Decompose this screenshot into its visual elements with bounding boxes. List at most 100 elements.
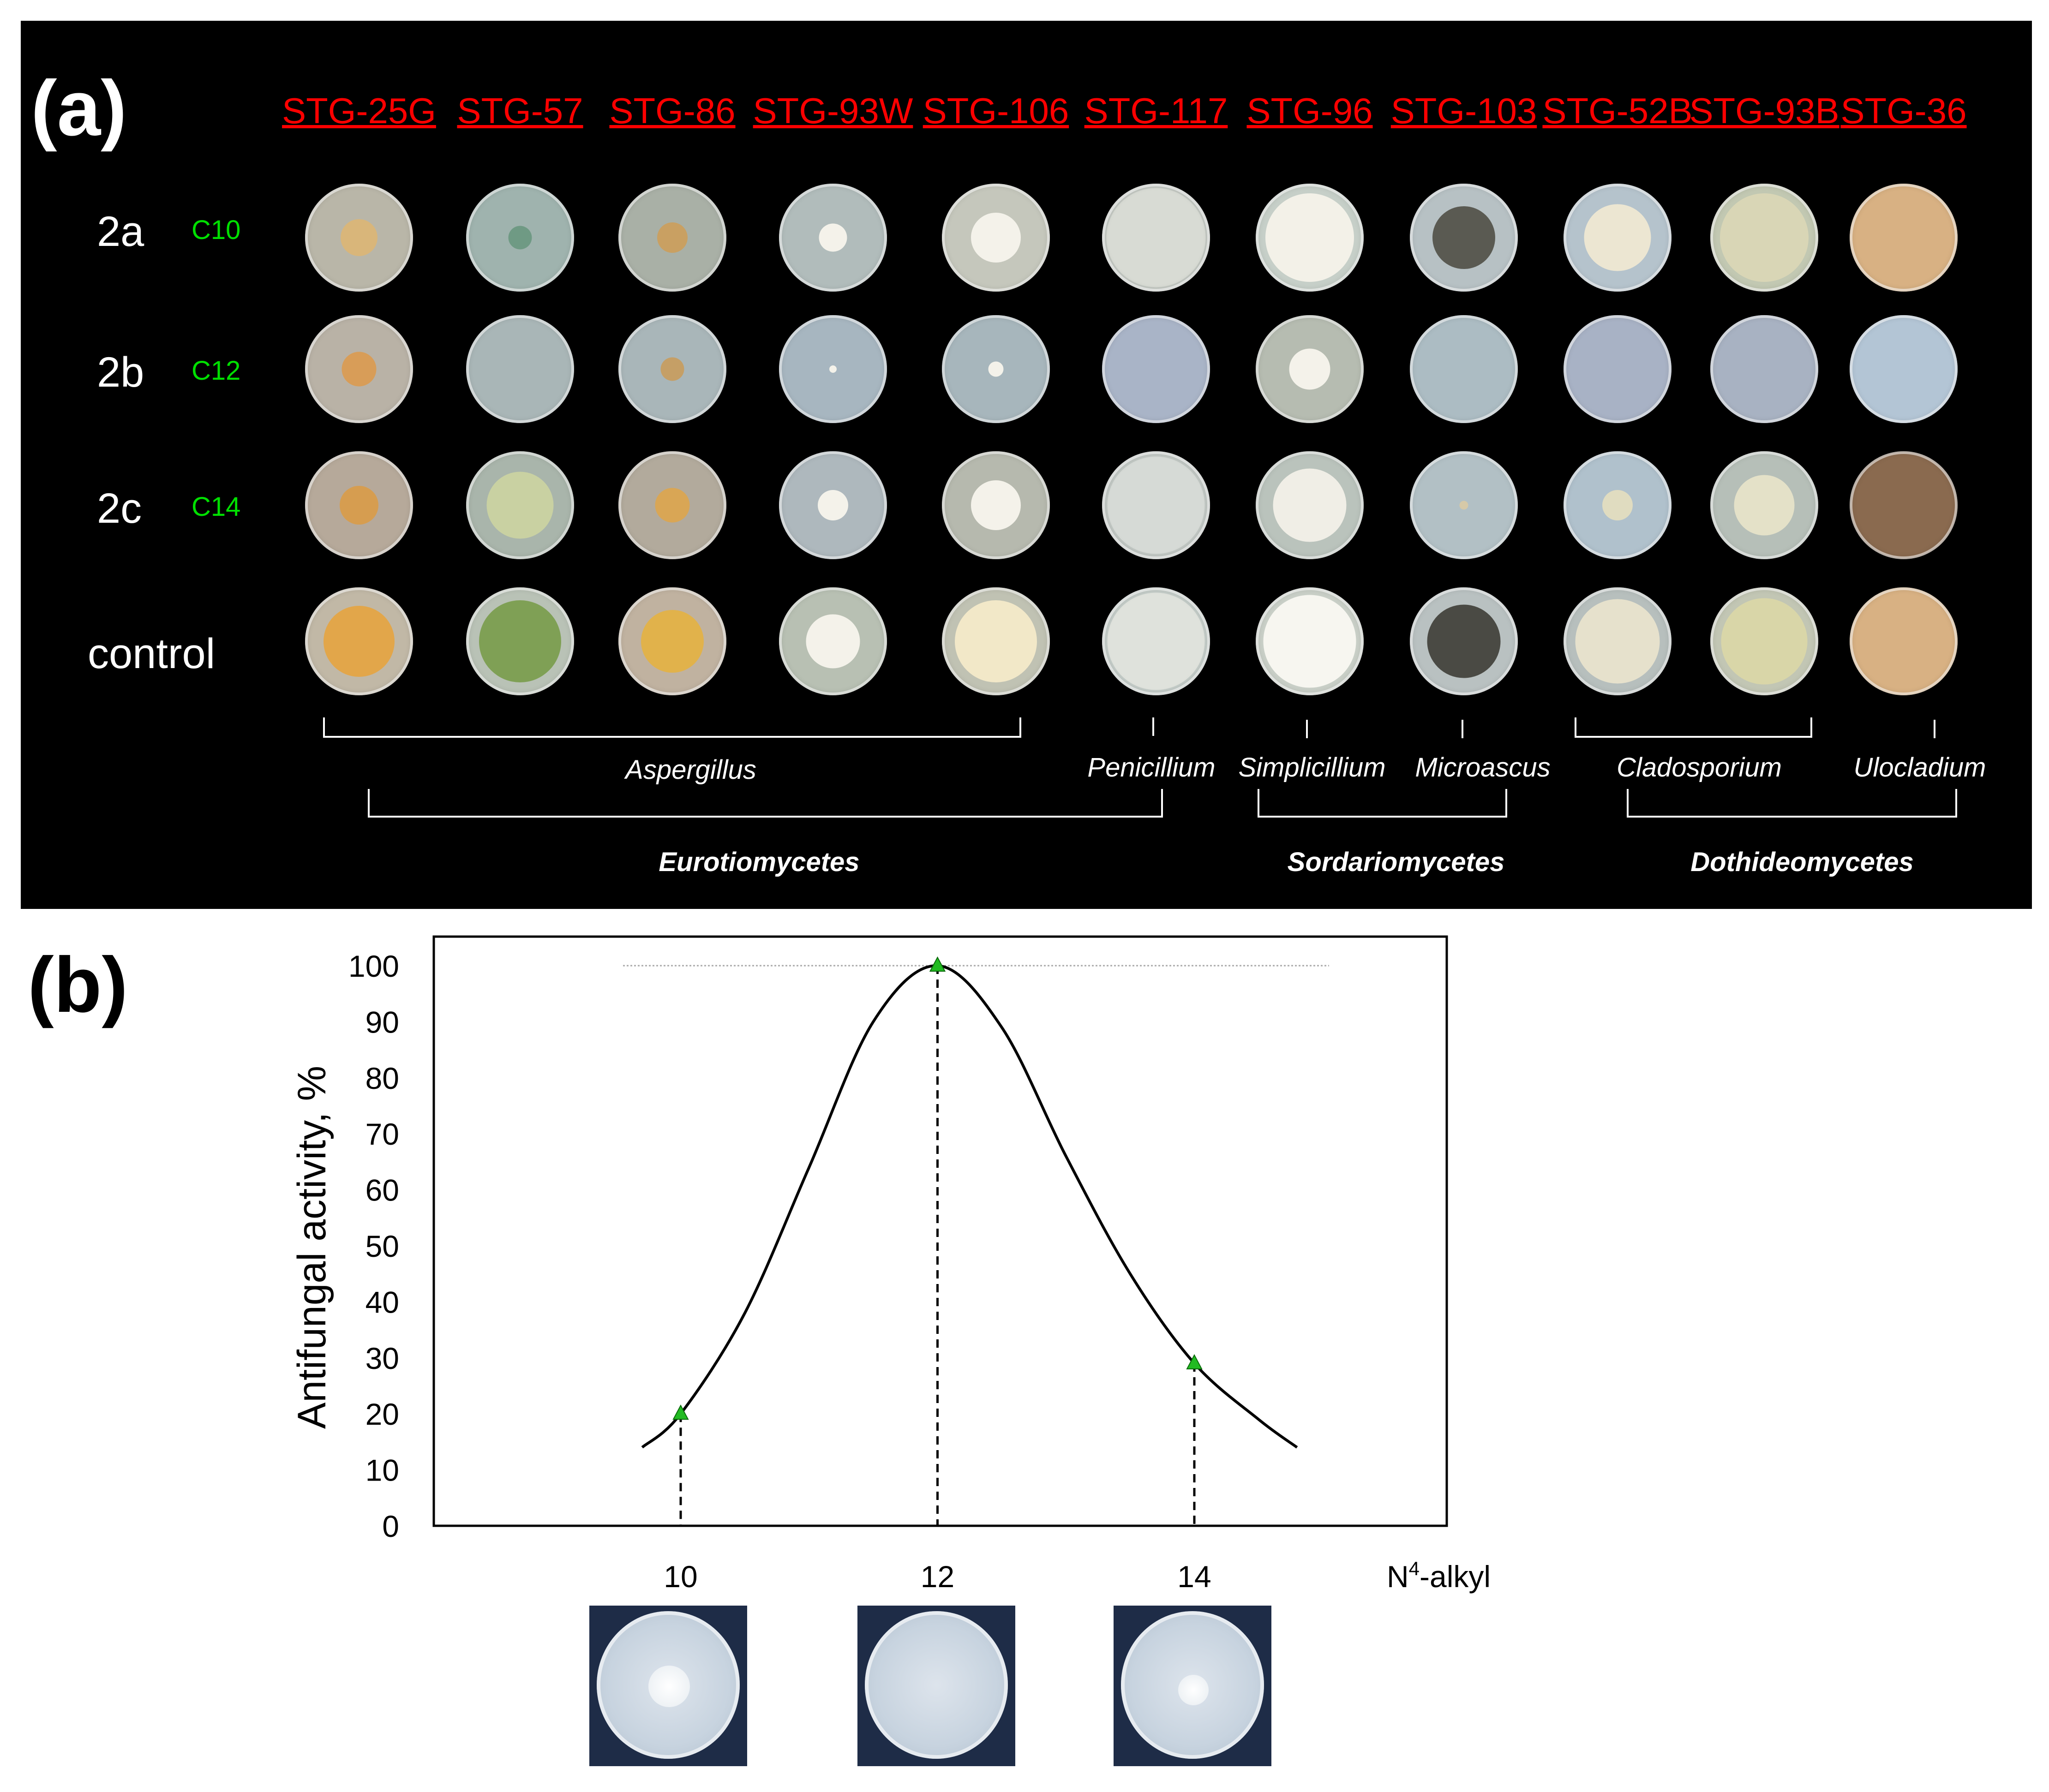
data-point-marker xyxy=(929,956,946,972)
fungal-colony xyxy=(971,213,1021,263)
petri-dish xyxy=(1564,451,1672,559)
plate-photo-c10 xyxy=(589,1606,747,1766)
y-tick-label: 0 xyxy=(382,1509,399,1543)
petri-dish xyxy=(1256,315,1364,423)
strain-label: STG-106 xyxy=(923,90,1069,131)
class-label: Dothideomycetes xyxy=(1690,847,1914,877)
class-bracket-dothideomycetes xyxy=(1627,789,1957,818)
petri-dish xyxy=(1102,184,1210,292)
chain-label: C14 xyxy=(192,492,241,522)
petri-dish xyxy=(1256,184,1364,292)
fungal-colony xyxy=(806,614,860,669)
petri-dish xyxy=(305,587,413,695)
y-tick-label: 100 xyxy=(348,949,399,983)
fungal-colony xyxy=(340,486,378,525)
class-label: Sordariomycetes xyxy=(1287,847,1505,877)
genus-label: Penicillium xyxy=(1087,753,1216,783)
petri-dish xyxy=(305,184,413,292)
strain-label: STG-25G xyxy=(282,90,436,131)
genus-tick-ulocladium xyxy=(1934,720,1935,738)
chain-label: C12 xyxy=(192,356,241,386)
chain-label: C10 xyxy=(192,215,241,245)
petri-dish xyxy=(1102,451,1210,559)
plot-area xyxy=(432,935,1448,1527)
fungal-colony xyxy=(1107,592,1205,690)
panel-a-label: (a) xyxy=(31,65,127,152)
fungal-colony xyxy=(1602,490,1633,520)
fungal-colony xyxy=(486,472,554,539)
y-tick-label: 50 xyxy=(365,1229,399,1263)
antifungal-activity-chart: 0 10 20 30 40 50 60 70 80 90 100 Antifungal activit… xyxy=(290,935,1491,1594)
fungal-colony xyxy=(1289,348,1330,390)
plate-photo-c12 xyxy=(857,1606,1015,1766)
y-tick-label: 30 xyxy=(365,1341,399,1375)
data-point-marker xyxy=(672,1404,689,1420)
genus-label: Microascus xyxy=(1415,753,1551,783)
fitted-curve xyxy=(641,964,1298,1449)
strain-label: STG-52B xyxy=(1542,90,1693,131)
y-tick-label: 60 xyxy=(365,1173,399,1207)
petri-dish xyxy=(942,184,1050,292)
strain-label: STG-117 xyxy=(1084,90,1228,131)
petri-dish xyxy=(618,587,726,695)
fungal-colony xyxy=(1432,206,1495,269)
petri-dish xyxy=(779,451,887,559)
panel-b: (b) 0 10 20 30 40 50 60 70 80 90 100 Antifungal act… xyxy=(21,909,2032,1781)
petri-dish xyxy=(1710,315,1818,423)
x-tick-label: 12 xyxy=(921,1559,954,1594)
strain-label: STG-57 xyxy=(457,90,583,131)
strain-label: STG-36 xyxy=(1840,90,1967,131)
panel-b-label: (b) xyxy=(28,941,128,1029)
petri-dish xyxy=(779,587,887,695)
fungal-colony xyxy=(971,480,1021,530)
row-label-2c: 2c xyxy=(97,485,142,532)
petri-dish xyxy=(1850,315,1958,423)
class-bracket-eurotiomycetes xyxy=(368,789,1163,818)
y-tick-label: 70 xyxy=(365,1117,399,1151)
fungal-colony xyxy=(1721,598,1808,685)
class-bracket-sordariomycetes xyxy=(1258,789,1507,818)
strain-label: STG-93B xyxy=(1689,90,1839,131)
petri-dish xyxy=(466,315,574,423)
petri-dish xyxy=(1710,451,1818,559)
petri-dish xyxy=(942,315,1050,423)
petri-dish xyxy=(1410,184,1518,292)
y-tick-label: 90 xyxy=(365,1005,399,1039)
fungal-colony xyxy=(1106,188,1206,287)
genus-tick-microascus xyxy=(1462,720,1463,738)
y-tick-label: 10 xyxy=(365,1453,399,1487)
strain-label: STG-86 xyxy=(609,90,736,131)
fungal-colony xyxy=(1263,595,1356,688)
petri-dish xyxy=(1256,451,1364,559)
fungal-colony xyxy=(988,361,1004,377)
petri-dish xyxy=(1850,451,1958,559)
petri-dish xyxy=(1102,587,1210,695)
fungal-colony xyxy=(342,352,377,387)
petri-dish xyxy=(1256,587,1364,695)
row-label-2b: 2b xyxy=(97,349,144,396)
petri-dish xyxy=(466,451,574,559)
fungal-colony xyxy=(955,600,1037,682)
data-point-marker xyxy=(1186,1354,1203,1369)
fungal-colony xyxy=(1734,475,1795,536)
fungal-colony xyxy=(657,222,688,253)
petri-dish xyxy=(779,315,887,423)
petri-dish xyxy=(1410,587,1518,695)
petri-dish xyxy=(1102,315,1210,423)
x-axis-label: N4-alkyl xyxy=(1387,1558,1491,1594)
petri-dish xyxy=(1564,315,1672,423)
fungal-colony xyxy=(641,610,704,673)
fungal-colony xyxy=(1851,452,1957,558)
fungal-colony xyxy=(1584,204,1651,271)
row-label-2a: 2a xyxy=(97,208,144,255)
genus-label: Aspergillus xyxy=(625,755,756,785)
petri-dish xyxy=(305,315,413,423)
petri-dish xyxy=(1710,587,1818,695)
fungal-colony xyxy=(1459,501,1468,510)
petri-dish xyxy=(779,184,887,292)
genus-label: Cladosporium xyxy=(1617,753,1782,783)
petri-dish xyxy=(466,184,574,292)
petri-dish xyxy=(1850,184,1958,292)
petri-dish xyxy=(466,587,574,695)
fungal-colony xyxy=(829,365,837,373)
